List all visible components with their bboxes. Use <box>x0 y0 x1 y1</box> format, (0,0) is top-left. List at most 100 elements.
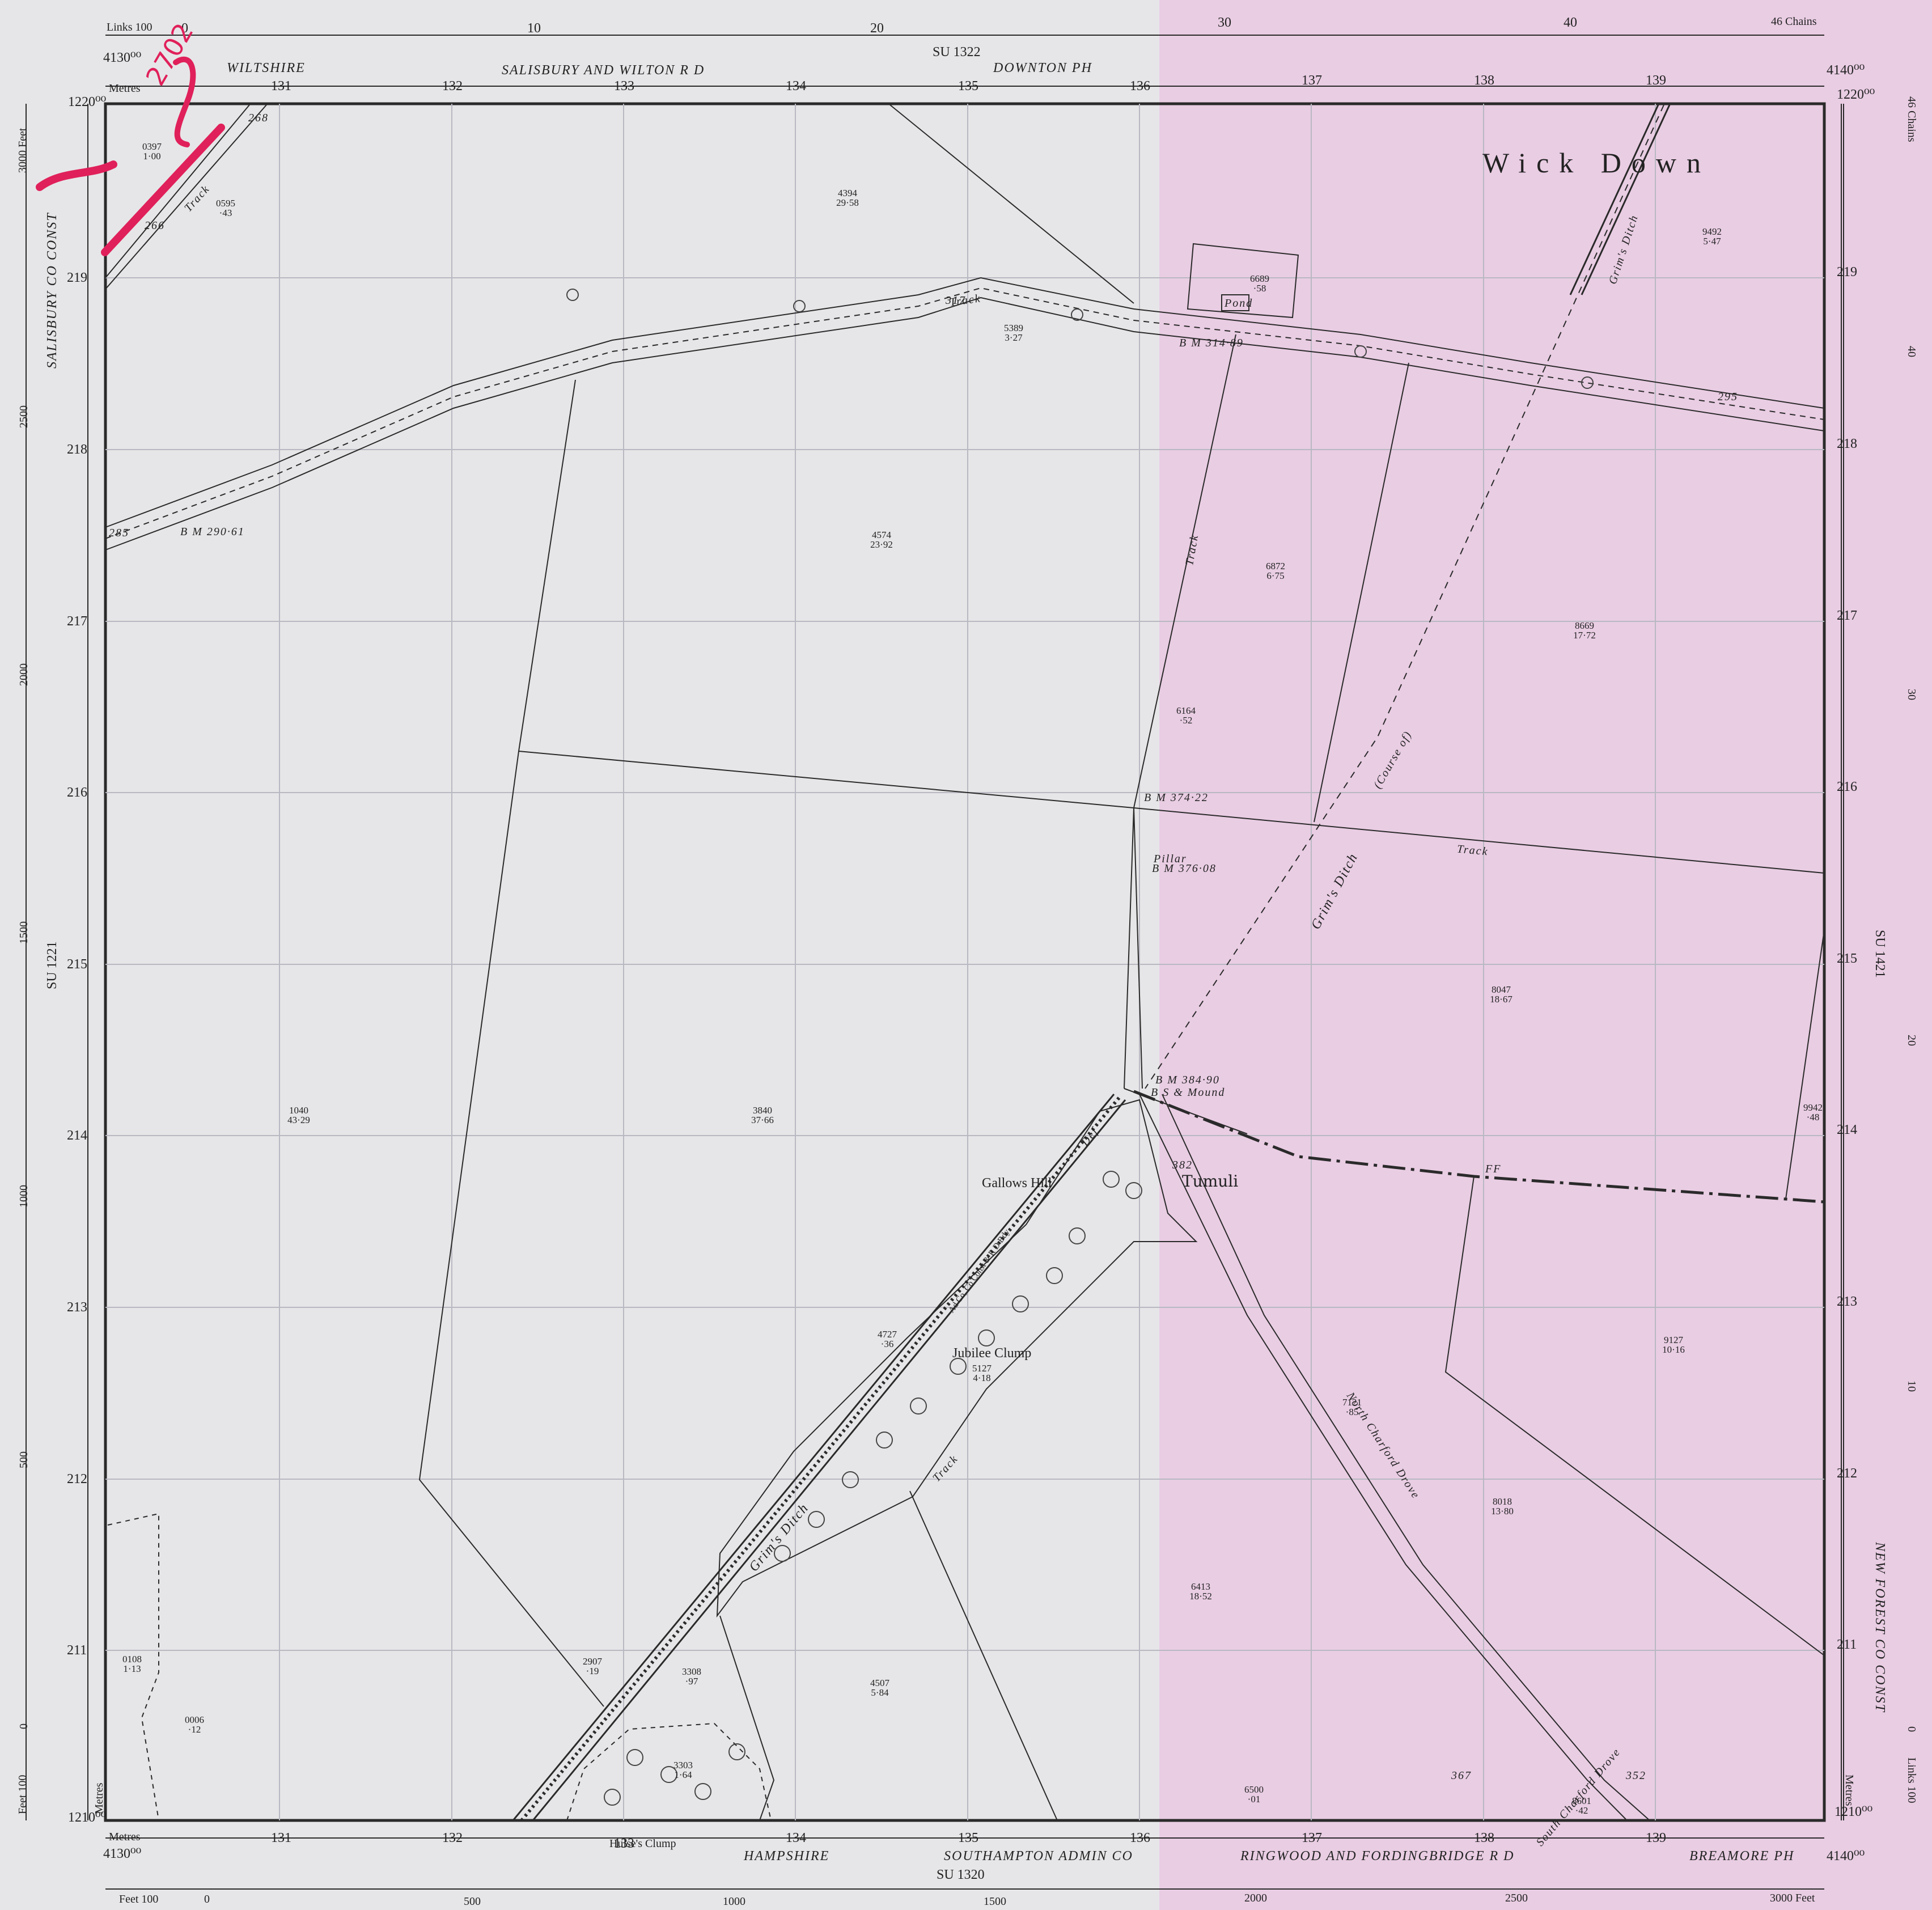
corner-northing-top-left: 1220⁰⁰ <box>68 95 107 109</box>
easting-bottom-131: 131 <box>271 1831 291 1845</box>
chains-label: 46 Chains <box>1771 15 1817 28</box>
grims-ditch-sw-1 <box>512 1094 1115 1821</box>
easting-top-134: 134 <box>786 79 806 94</box>
spot-height-295: 295 <box>1718 391 1738 403</box>
right-chain-10: 10 <box>1905 1380 1918 1392</box>
easting-bottom-133: 133 <box>614 1836 634 1851</box>
grims-ditch-sw-hatch <box>520 1096 1121 1822</box>
label-downton: DOWNTON PH <box>993 61 1092 75</box>
spot-height-268: 268 <box>248 112 269 124</box>
feet-label-bottom: Feet 100 <box>119 1893 159 1905</box>
parcel-9492: 9492 5·47 <box>1702 226 1722 247</box>
parcel-9127: 9127 10·16 <box>1662 1335 1685 1355</box>
feet-tick-0: 0 <box>18 1723 30 1729</box>
parcel-4574: 4574 23·92 <box>870 530 893 550</box>
easting-bottom-138: 138 <box>1474 1831 1494 1845</box>
northing-left-217: 217 <box>67 614 87 629</box>
right-chain-0: 0 <box>1905 1726 1918 1732</box>
feet-label-left-bottom: Feet 100 <box>16 1775 29 1814</box>
parcel-0006: 0006·12 <box>185 1714 204 1735</box>
northing-right-214: 214 <box>1837 1123 1857 1137</box>
parcel-4507: 4507 5·84 <box>870 1678 889 1698</box>
parcel-8047: 8047 18·67 <box>1490 984 1512 1005</box>
chain-tick-40: 40 <box>1564 15 1577 30</box>
pink-tint-overlay <box>1159 0 1932 1910</box>
chain-tick-10: 10 <box>527 21 541 36</box>
chain-tick-0: 0 <box>181 21 188 36</box>
parcel-3303: 3303 1·64 <box>673 1760 693 1780</box>
label-wiltshire: WILTSHIRE <box>227 61 306 75</box>
northing-left-213: 213 <box>67 1300 87 1315</box>
easting-top-131: 131 <box>271 79 291 94</box>
scale-bars <box>26 35 1844 1890</box>
northing-right-212: 212 <box>1837 1466 1857 1481</box>
bottom-feet-1500: 1500 <box>984 1895 1006 1908</box>
label-right-reference: SU 1421 <box>1872 930 1887 978</box>
northing-right-219: 219 <box>1837 265 1857 279</box>
parcel-5127: 5127 4·18 <box>972 1363 992 1383</box>
label-ringwood-fordingbridge: RINGWOOD AND FORDINGBRIDGE R D <box>1240 1849 1515 1864</box>
bottom-feet-2000: 2000 <box>1244 1892 1267 1904</box>
easting-top-136: 136 <box>1130 79 1150 94</box>
parcel-4394: 4394 29·58 <box>836 188 859 208</box>
corner-easting-top-left: 4130⁰⁰ <box>103 50 142 65</box>
feet-tick-500: 500 <box>18 1451 30 1468</box>
easting-bottom-132: 132 <box>442 1831 463 1845</box>
easting-top-132: 132 <box>442 79 463 94</box>
spot-height-367: 367 <box>1451 1769 1472 1782</box>
label-breamore: BREAMORE PH <box>1689 1849 1795 1864</box>
north-charford-drove-2 <box>1162 1094 1650 1821</box>
corner-northing-bottom-right: 1210⁰⁰ <box>1834 1805 1873 1819</box>
metres-label-left: Metres <box>93 1782 105 1814</box>
parcel-8601: 8601·42 <box>1572 1795 1591 1816</box>
parcel-5389: 5389 3·27 <box>1004 323 1023 343</box>
bottom-feet-0: 0 <box>204 1893 210 1905</box>
label-bs-mound: B S & Mound <box>1151 1086 1226 1099</box>
northing-left-216: 216 <box>67 785 87 800</box>
corner-northing-bottom-left: 1210⁰⁰ <box>68 1810 107 1825</box>
parcel-1040: 1040 43·29 <box>287 1105 310 1125</box>
hulses-clump-outline <box>566 1722 772 1821</box>
feet-tick-2000: 2000 <box>18 663 30 686</box>
northing-left-211: 211 <box>67 1643 87 1658</box>
label-salisbury-wilton: SALISBURY AND WILTON R D <box>502 63 705 78</box>
northing-right-213: 213 <box>1837 1294 1857 1309</box>
pond <box>1221 294 1249 311</box>
easting-bottom-139: 139 <box>1646 1831 1666 1845</box>
feet-label-left: 3000 Feet <box>16 128 29 173</box>
parcel-6413: 6413 18·52 <box>1189 1581 1212 1602</box>
parcel-6872: 6872 6·75 <box>1266 561 1285 581</box>
corner-easting-bottom-left: 4130⁰⁰ <box>103 1847 142 1861</box>
spot-height-352: 352 <box>1626 1769 1646 1782</box>
label-track-3: Track <box>1456 842 1489 858</box>
parcel-8018: 8018 13·80 <box>1491 1496 1514 1517</box>
parcel-9942: 9942·48 <box>1803 1102 1823 1123</box>
northing-right-211: 211 <box>1837 1637 1857 1652</box>
northing-right-216: 216 <box>1837 780 1857 794</box>
right-chain-30: 30 <box>1905 689 1918 700</box>
northing-right-217: 217 <box>1837 608 1857 623</box>
road-lines <box>105 104 1825 550</box>
place-wick-down: Wick Down <box>1482 147 1711 179</box>
corner-easting-top-right: 4140⁰⁰ <box>1827 63 1865 78</box>
parcel-4727: 4727·36 <box>878 1329 897 1349</box>
parcel-8669: 8669 17·72 <box>1573 620 1596 641</box>
parcel-0595: 0595·43 <box>216 198 235 218</box>
northing-right-215: 215 <box>1837 951 1857 966</box>
corner-easting-bottom-right: 4140⁰⁰ <box>1827 1849 1865 1864</box>
spot-height-382: 382 <box>1172 1159 1193 1171</box>
parcel-0397: 0397 1·00 <box>142 141 162 162</box>
jubilee-clump-outline <box>716 1099 1198 1618</box>
sheet-reference-bottom: SU 1320 <box>937 1867 985 1882</box>
place-hulses-clump: Hulse's Clump <box>609 1837 676 1850</box>
northing-left-212: 212 <box>67 1472 87 1487</box>
corner-northing-top-right: 1220⁰⁰ <box>1837 87 1875 102</box>
label-southampton-admin: SOUTHAMPTON ADMIN CO <box>944 1849 1133 1864</box>
parcel-6164: 6164·52 <box>1176 705 1196 726</box>
parcel-0108: 0108 1·13 <box>122 1654 142 1674</box>
pond-enclosure <box>1187 243 1299 319</box>
place-pond: Pond <box>1225 297 1253 310</box>
metres-label-bottom: Metres <box>109 1831 141 1843</box>
handwritten-marker <box>36 56 225 256</box>
